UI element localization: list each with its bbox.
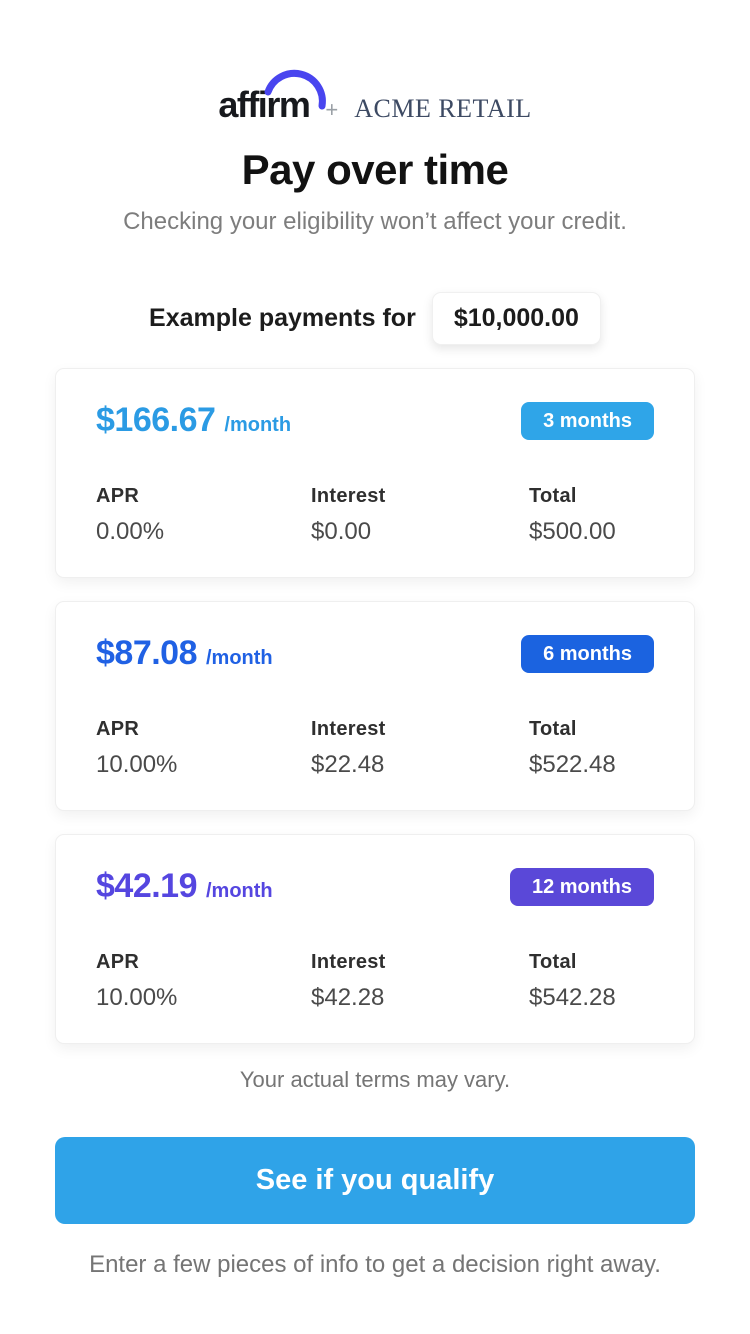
payment-plan-list: $166.67 /month 3 months APR 0.00% Intere… (0, 368, 750, 1044)
example-payments-row: Example payments for $10,000.00 (0, 292, 750, 345)
per-month-label: /month (206, 880, 273, 902)
amount-value: $10,000.00 (453, 304, 579, 332)
eligibility-subtitle: Checking your eligibility won’t affect y… (123, 208, 627, 235)
plan-details: APR 0.00% Interest $0.00 Total $500.00 (96, 484, 654, 546)
apr-value: 10.00% (96, 984, 178, 1011)
total-value: $542.28 (529, 984, 616, 1011)
monthly-amount: $87.08 (96, 634, 198, 672)
term-badge: 3 months (521, 401, 654, 440)
page-title: Pay over time (241, 146, 509, 193)
monthly-price: $42.19 /month (96, 867, 273, 906)
brand-header: affirm + ACME RETAIL (0, 0, 750, 126)
total-value: $522.48 (529, 751, 616, 778)
interest-label: Interest (311, 485, 386, 507)
terms-note: Your actual terms may vary. (239, 1067, 511, 1092)
interest-value: $0.00 (311, 518, 372, 545)
affirm-logo: affirm (218, 69, 327, 126)
payment-plan-card-12-months: $42.19 /month 12 months APR 10.00% Inter… (55, 834, 695, 1044)
apr-label: APR (96, 485, 140, 507)
plan-details: APR 10.00% Interest $22.48 Total $522.48 (96, 717, 654, 779)
total-value: $500.00 (529, 518, 616, 545)
apr-column: APR 10.00% (96, 717, 311, 779)
see-if-you-qualify-button[interactable]: See if you qualify (55, 1137, 695, 1224)
apr-column: APR 0.00% (96, 484, 311, 546)
apr-label: APR (96, 718, 140, 740)
apr-label: APR (96, 951, 140, 973)
interest-value: $22.48 (311, 751, 385, 778)
apr-value: 0.00% (96, 518, 165, 545)
interest-column: Interest $22.48 (311, 717, 529, 779)
per-month-label: /month (206, 647, 273, 669)
total-column: Total $522.48 (529, 717, 616, 779)
monthly-price: $166.67 /month (96, 401, 291, 440)
affirm-logo-text: affirm (218, 84, 311, 125)
interest-label: Interest (311, 951, 386, 973)
monthly-amount: $166.67 (96, 401, 216, 439)
amount-input[interactable]: $10,000.00 (431, 292, 601, 345)
interest-column: Interest $0.00 (311, 484, 529, 546)
term-badge: 12 months (509, 867, 654, 906)
monthly-price: $87.08 /month (96, 634, 273, 673)
price-row: $166.67 /month 3 months (96, 401, 654, 440)
price-row: $87.08 /month 6 months (96, 634, 654, 673)
payment-plan-card-3-months: $166.67 /month 3 months APR 0.00% Intere… (55, 368, 695, 578)
partner-name: ACME RETAIL (354, 94, 532, 123)
example-payments-label: Example payments for (149, 304, 416, 332)
total-label: Total (529, 485, 577, 507)
per-month-label: /month (224, 414, 292, 436)
apr-column: APR 10.00% (96, 950, 311, 1012)
interest-value: $42.28 (311, 984, 385, 1011)
interest-column: Interest $42.28 (311, 950, 529, 1012)
interest-label: Interest (311, 718, 386, 740)
price-row: $42.19 /month 12 months (96, 867, 654, 906)
monthly-amount: $42.19 (96, 867, 198, 905)
term-badge: 6 months (521, 634, 654, 673)
apr-value: 10.00% (96, 751, 178, 778)
total-column: Total $542.28 (529, 950, 616, 1012)
total-label: Total (529, 718, 577, 740)
plus-separator: + (325, 97, 339, 122)
plan-details: APR 10.00% Interest $42.28 Total $542.28 (96, 950, 654, 1012)
footer-hint: Enter a few pieces of info to get a deci… (89, 1251, 661, 1278)
total-label: Total (529, 951, 577, 973)
total-column: Total $500.00 (529, 484, 616, 546)
payment-plan-card-6-months: $87.08 /month 6 months APR 10.00% Intere… (55, 601, 695, 811)
